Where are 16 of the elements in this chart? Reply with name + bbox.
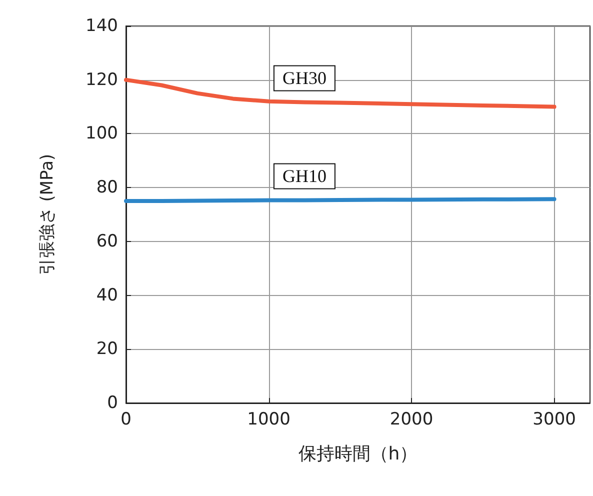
y-tick-label: 20 bbox=[96, 339, 118, 360]
y-tick-label: 100 bbox=[86, 124, 118, 144]
series-label: GH30 bbox=[282, 68, 326, 88]
y-tick-label: 40 bbox=[96, 285, 118, 306]
y-tick-label: 0 bbox=[107, 393, 118, 413]
y-tick-label: 60 bbox=[96, 231, 118, 252]
x-axis-title: 保持時間（h） bbox=[298, 444, 418, 464]
y-tick-label: 80 bbox=[96, 178, 118, 198]
y-tick-label: 120 bbox=[86, 70, 118, 90]
x-tick-label: 0 bbox=[120, 410, 132, 430]
x-tick-label: 3000 bbox=[532, 410, 576, 430]
x-tick-label: 2000 bbox=[390, 410, 434, 430]
y-axis-title: 引張強さ (MPa) bbox=[38, 154, 58, 276]
series-label: GH10 bbox=[282, 166, 326, 186]
x-tick-label: 1000 bbox=[247, 410, 290, 430]
y-tick-label: 140 bbox=[86, 16, 118, 36]
